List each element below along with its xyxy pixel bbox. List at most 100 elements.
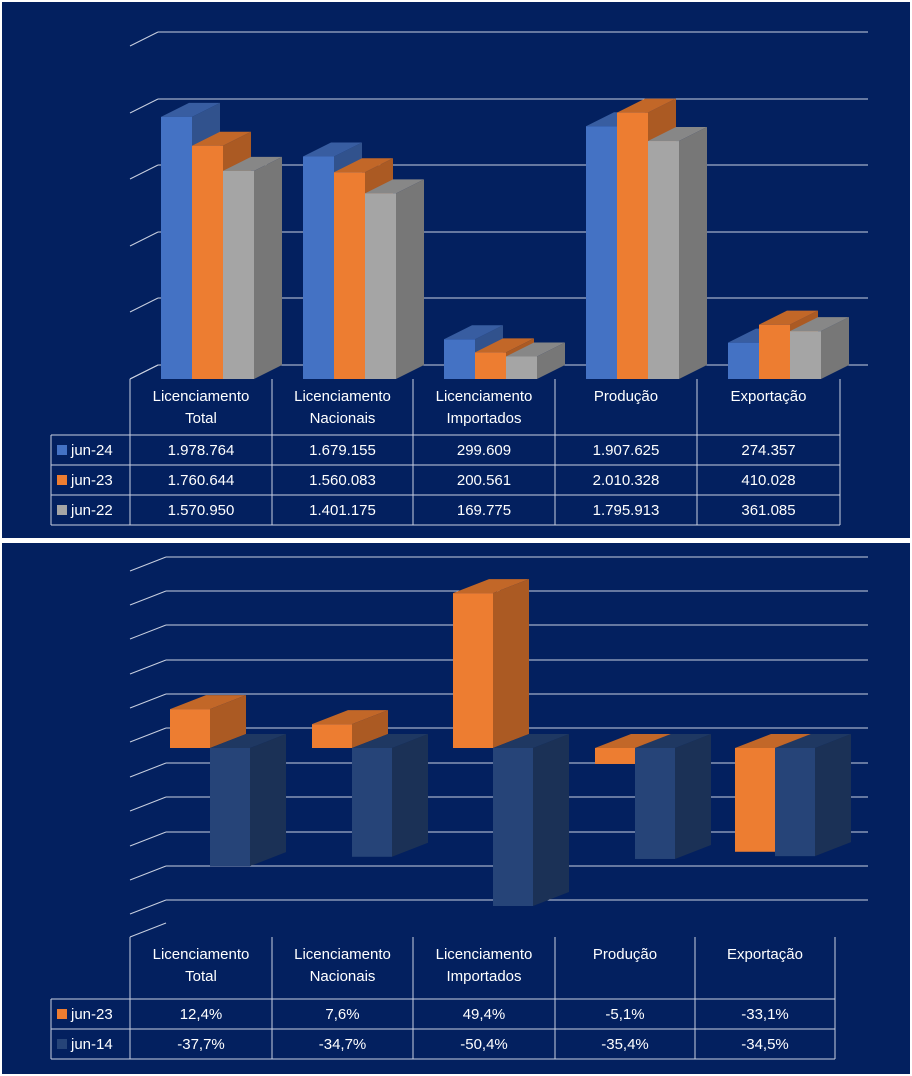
bar-top [303,142,362,157]
table-cell-jun-23-licenciamento-total: 12,4% [180,1006,223,1023]
table-cell-jun-24-licenciamento-total: 1.978.764 [168,442,235,459]
gridline-diagonal-6 [129,693,167,709]
bar-front [453,593,493,748]
bar-top [790,317,849,332]
bar-top [352,734,428,748]
table-cell-jun-14-licenciamento-nacionais: -34,7% [319,1036,367,1053]
bar-front [790,331,821,379]
bar-producao-jun-14 [635,734,711,859]
bar-top [170,695,246,710]
table-cell-jun-23-licenciamento-nacionais: 7,6% [325,1006,359,1023]
bar-side [821,317,849,379]
chart-panel-variation: Licenciamento Total Licenciamento Nacionais… [2,543,910,1074]
gridline-diagonal-7 [129,659,167,675]
bar-top [595,734,671,748]
table-cell-jun-22-licenciamento-total: 1.570.950 [168,502,235,519]
category-label-line: Exportação [731,388,807,405]
category-label-line: Produção [593,946,657,963]
bar-front [444,339,475,379]
category-label-licenciamento-nacionais: Licenciamento Nacionais [294,388,391,427]
bar-top [223,156,282,171]
bar-top [192,131,251,146]
bar-front [775,748,815,857]
gridline-diagonal-4 [129,762,167,778]
bar-producao-jun-22 [648,127,707,379]
bar-licenciamento-nacionais-jun-22 [365,179,424,379]
category-label-exportacao: Exportação [731,388,807,405]
bar-top [735,734,811,748]
bar-front [586,126,617,379]
legend-key-jun-23 [57,475,67,485]
bar-exportacao-jun-22 [790,317,849,379]
bar-side [210,695,246,748]
bar-front [475,352,506,379]
bar-licenciamento-nacionais-jun-23 [312,710,388,748]
table-cell-jun-23-exportacao: 410.028 [741,472,795,489]
bar-front [210,748,250,867]
bar-front [334,172,365,379]
gridline-diagonal-3 [129,164,159,180]
bar-front [312,724,352,748]
gridline-diagonal-4 [129,98,159,114]
category-label-line: Licenciamento [294,946,391,963]
bar-top [312,710,388,725]
bar-top [334,158,393,173]
bar-front [223,170,254,379]
floor-edge [129,364,159,380]
legend-label-jun-14: jun-14 [70,1036,113,1053]
category-label-line: Licenciamento [294,388,391,405]
bar-top [210,734,286,748]
legend-key-jun-22 [57,505,67,515]
category-label-line: Licenciamento [436,388,533,405]
category-label-line: Total [185,968,217,985]
category-label-line: Licenciamento [153,388,250,405]
bar-front [506,356,537,379]
bar-side [352,710,388,748]
bar-top [506,342,565,357]
category-label-line: Produção [594,388,658,405]
legend-label-jun-23: jun-23 [70,1006,113,1023]
legend-label-jun-23: jun-23 [70,472,113,489]
category-label-producao: Produção [593,946,657,963]
category-label-line: Total [185,410,217,427]
gridline-diagonal-10 [129,556,167,572]
bar-side [396,179,424,379]
bar-licenciamento-nacionais-jun-14 [352,734,428,857]
category-label-line: Licenciamento [153,946,250,963]
bar-top [453,579,529,594]
gridline-diagonal-3 [129,796,167,812]
bar-licenciamento-total-jun-22 [223,156,282,379]
bar-chart-variation: Licenciamento Total Licenciamento Nacionais… [50,556,868,1060]
table-cell-jun-22-exportacao: 361.085 [741,502,795,519]
bar-front [161,116,192,379]
bar-top [648,127,707,142]
table-cell-jun-22-producao: 1.795.913 [593,502,660,519]
bar-front [192,145,223,379]
gridline-diagonal-1 [129,297,159,313]
legend-key-jun-23 [57,1009,67,1019]
category-label-exportacao: Exportação [727,946,803,963]
category-label-licenciamento-nacionais: Licenciamento Nacionais [294,946,391,985]
bar-front [493,748,533,906]
gridline-diagonal-2 [129,831,167,847]
category-label-line: Licenciamento [436,946,533,963]
bar-top [493,734,569,748]
bar-front [635,748,675,859]
table-cell-jun-24-producao: 1.907.625 [593,442,660,459]
bar-top [161,102,220,117]
category-label-licenciamento-total: Licenciamento Total [153,388,250,427]
chart-panel-absolute: Licenciamento Total Licenciamento Nacionais… [2,2,910,538]
table-cell-jun-23-producao: -5,1% [605,1006,644,1023]
category-label-producao: Produção [594,388,658,405]
bar-top [444,325,503,340]
bar-top [617,98,676,113]
table-cell-jun-23-licenciamento-importados: 49,4% [463,1006,506,1023]
category-label-line: Importados [446,968,521,985]
gridline-diagonal-5 [129,727,167,743]
bar-front [728,342,759,379]
table-cell-jun-23-licenciamento-importados: 200.561 [457,472,511,489]
bar-side [392,734,428,857]
bar-licenciamento-total-jun-23 [170,695,246,748]
bar-front [735,748,775,852]
table-cell-jun-14-exportacao: -34,5% [741,1036,789,1053]
